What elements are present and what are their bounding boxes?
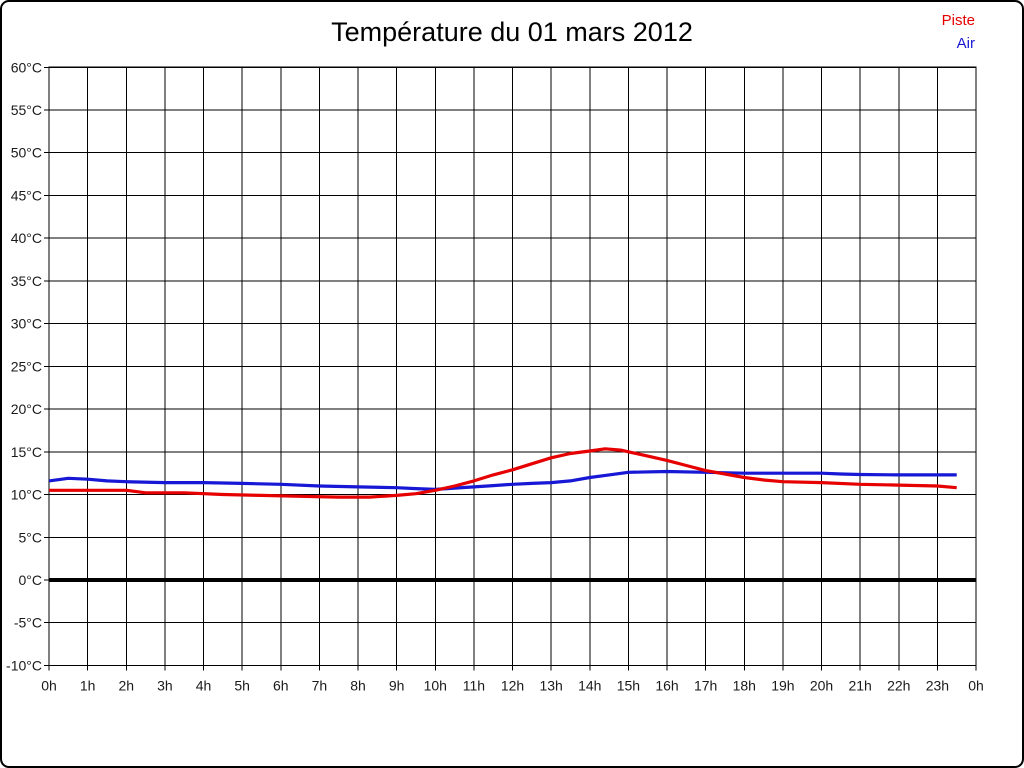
y-tick-label: 25°C	[11, 358, 42, 374]
y-tick-label: 40°C	[11, 230, 42, 246]
x-tick-label: 15h	[617, 677, 640, 693]
x-tick-label: 6h	[273, 677, 289, 693]
x-tick-label: 8h	[350, 677, 366, 693]
y-tick-label: 5°C	[19, 529, 43, 545]
y-tick-label: 20°C	[11, 401, 42, 417]
x-tick-label: 21h	[848, 677, 871, 693]
air-line	[48, 469, 957, 491]
y-tick-label: 50°C	[11, 145, 42, 161]
x-tick-label: 10h	[424, 677, 447, 693]
x-tick-label: 14h	[578, 677, 601, 693]
x-tick-label: 17h	[694, 677, 717, 693]
x-tick-label: 1h	[80, 677, 96, 693]
y-tick-label: 10°C	[11, 487, 42, 503]
x-tick-label: 23h	[926, 677, 949, 693]
chart-legend: Piste Air	[942, 12, 975, 52]
x-tick-label: 7h	[312, 677, 328, 693]
y-tick-label: 35°C	[11, 273, 42, 289]
x-tick-label: 22h	[887, 677, 910, 693]
x-tick-label: 16h	[655, 677, 678, 693]
y-tick-label: -5°C	[14, 615, 42, 631]
legend-label-air: Air	[956, 35, 975, 52]
x-tick-label: 12h	[501, 677, 524, 693]
y-tick-label: 15°C	[11, 444, 42, 460]
x-tick-label: 13h	[539, 677, 562, 693]
x-tick-label: 18h	[733, 677, 756, 693]
y-tick-label: 45°C	[11, 187, 42, 203]
x-tick-label: 11h	[463, 677, 485, 693]
y-tick-label: 60°C	[11, 59, 42, 75]
x-tick-label: 4h	[196, 677, 212, 693]
x-tick-label: 9h	[389, 677, 405, 693]
x-tick-label: 2h	[118, 677, 134, 693]
axis-labels: 60°C 55°C 50°C 45°C 40°C 35°C 30°C 25°C 20°C 15°C…	[6, 59, 984, 693]
chart-title: Température du 01 mars 2012	[331, 17, 693, 47]
y-tick-label: 0°C	[19, 572, 43, 588]
x-tick-label: 5h	[234, 677, 250, 693]
y-tick-label: -10°C	[6, 657, 42, 673]
x-tick-label: 3h	[157, 677, 173, 693]
piste-line	[49, 447, 957, 499]
x-tick-label: 19h	[771, 677, 794, 693]
y-tick-label: 30°C	[11, 316, 42, 332]
plot-border	[48, 66, 977, 667]
x-tick-label: 20h	[810, 677, 833, 693]
x-tick-label: 0h	[41, 677, 57, 693]
x-tick-label: 0h	[968, 677, 984, 693]
legend-label-piste: Piste	[941, 12, 975, 29]
y-tick-label: 55°C	[11, 102, 42, 118]
